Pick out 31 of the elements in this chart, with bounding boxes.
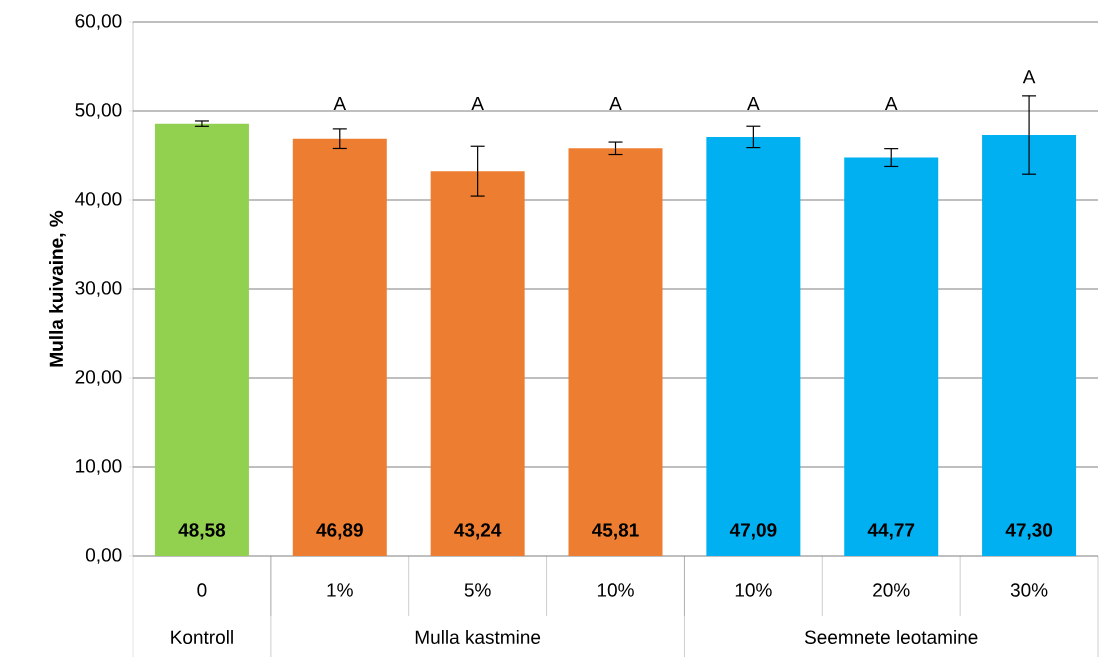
x-tick-label: 1%	[327, 583, 353, 597]
y-tick-label: 20,00	[75, 370, 122, 386]
x-tick-label: 30%	[1010, 583, 1048, 597]
x-tick-label: 10%	[597, 583, 634, 597]
annotation: A	[1022, 70, 1036, 84]
x-tick-label: 10%	[735, 583, 772, 597]
data-label: 45,81	[592, 523, 639, 540]
y-tick-label: 60,00	[75, 14, 122, 30]
y-axis-title: Mulla kuivaine, %	[49, 210, 66, 367]
y-tick-label: 10,00	[76, 459, 122, 475]
text: Seemnete leotamine	[804, 630, 978, 644]
x-tick-label: 20%	[873, 583, 910, 597]
x-tick-label: 0	[197, 583, 207, 597]
annotation: A	[747, 96, 760, 111]
data-label: 47,30	[1005, 523, 1053, 540]
annotation: A	[333, 96, 347, 111]
annotation: A	[609, 96, 622, 111]
data-label: 46,89	[316, 523, 363, 540]
annotation: A	[471, 96, 484, 111]
y-tick-label: 0,00	[85, 548, 122, 564]
data-label: 44,77	[867, 523, 915, 540]
data-label: 47,09	[729, 523, 777, 540]
x-tick-label: 5%	[464, 583, 491, 597]
text: Mulla kastmine	[415, 630, 541, 644]
data-label: 48,58	[178, 523, 226, 540]
text: Kontroll	[171, 630, 233, 644]
y-tick-label: 50,00	[75, 103, 122, 119]
data-label: 43,24	[454, 523, 502, 540]
y-tick-label: 30,00	[75, 281, 122, 297]
annotation: A	[884, 96, 898, 111]
y-tick-label: 40,00	[75, 192, 122, 208]
